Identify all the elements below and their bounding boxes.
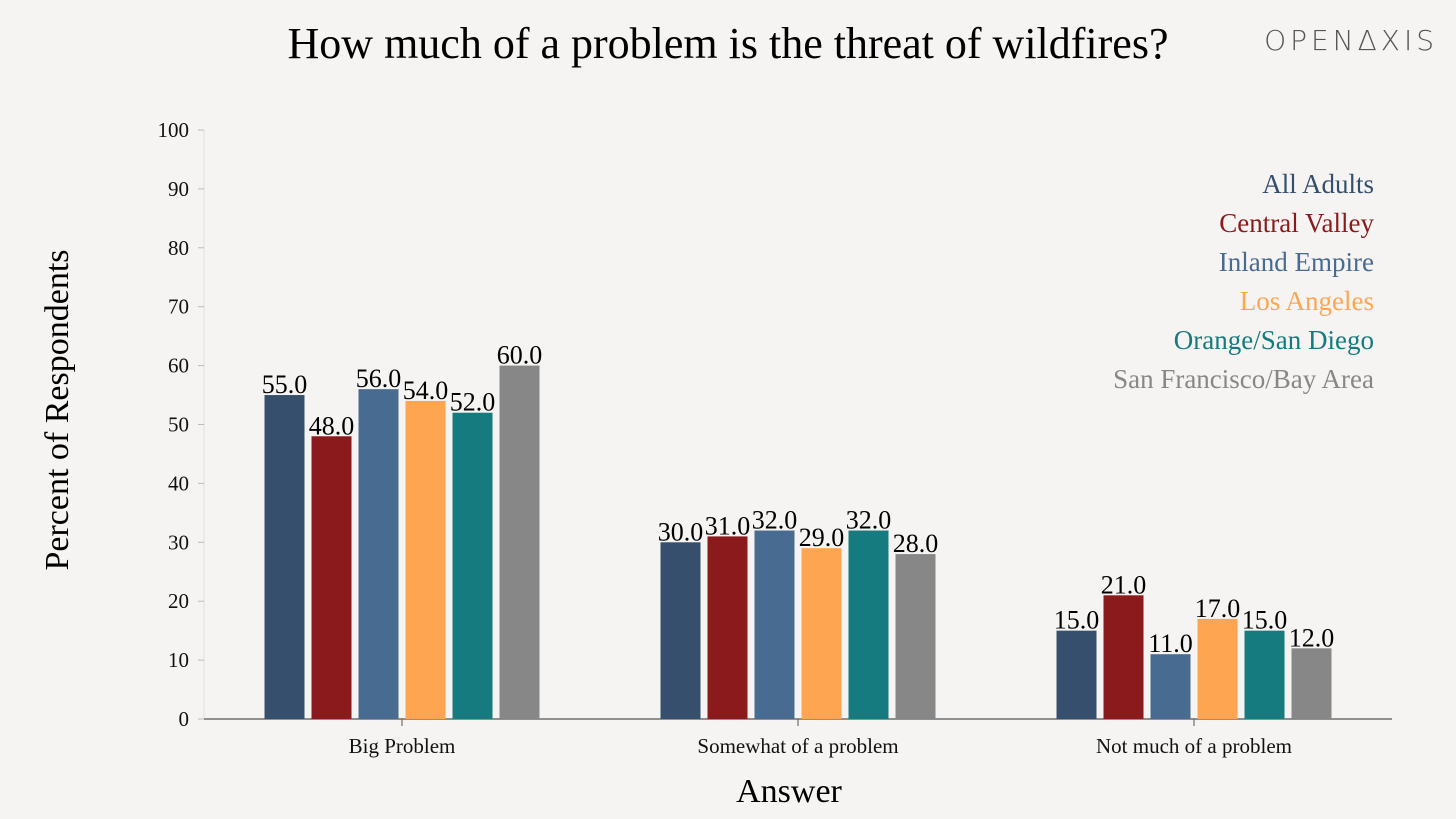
bar xyxy=(754,530,795,719)
bar xyxy=(1197,618,1238,719)
y-tick-label: 10 xyxy=(168,648,189,672)
bar xyxy=(848,530,889,719)
bar xyxy=(1103,595,1144,719)
y-tick-label: 30 xyxy=(168,530,189,554)
bar xyxy=(1150,654,1191,719)
legend-entry: Orange/San Diego xyxy=(1174,325,1374,355)
data-label: 28.0 xyxy=(893,529,939,558)
data-label: 30.0 xyxy=(658,517,704,546)
bars-group xyxy=(264,365,1332,719)
bar xyxy=(264,395,305,719)
y-tick-label: 60 xyxy=(168,354,189,378)
brand-logo: OPENΔXIS xyxy=(1264,24,1438,57)
y-tick-label: 100 xyxy=(158,118,190,142)
data-label: 11.0 xyxy=(1148,629,1193,658)
legend-entry: Los Angeles xyxy=(1240,286,1374,316)
data-label: 48.0 xyxy=(309,411,355,440)
bar xyxy=(405,400,446,719)
data-label: 29.0 xyxy=(799,523,845,552)
chart-title: How much of a problem is the threat of w… xyxy=(287,19,1169,68)
data-label: 12.0 xyxy=(1289,623,1335,652)
y-axis-title: Percent of Respondents xyxy=(39,249,76,570)
y-tick-label: 80 xyxy=(168,236,189,260)
bar xyxy=(660,542,701,719)
data-labels-group: 55.048.056.0 54.0 52.060.030.0 31.0 32.029.0… xyxy=(262,341,1335,659)
y-tick-label: 70 xyxy=(168,295,189,319)
data-label: 31.0 xyxy=(705,511,751,540)
data-label: 21.0 xyxy=(1101,570,1147,599)
bar xyxy=(1291,648,1332,719)
data-label: 15.0 xyxy=(1242,606,1288,635)
y-tick-label: 20 xyxy=(168,589,189,613)
data-label: 52.0 xyxy=(450,388,496,417)
x-axis: Big Problem Somewhat of a problem Not much… xyxy=(204,718,1392,758)
legend-entry: San Francisco/Bay Area xyxy=(1113,364,1374,394)
bar xyxy=(452,412,493,719)
bar xyxy=(311,436,352,719)
bar xyxy=(499,365,540,719)
legend-entry: Central Valley xyxy=(1219,208,1374,238)
x-axis-title: Answer xyxy=(736,773,842,810)
data-label: 55.0 xyxy=(262,370,308,399)
data-label: 17.0 xyxy=(1195,594,1241,623)
bar xyxy=(895,554,936,719)
data-label: 54.0 xyxy=(403,376,449,405)
legend: All Adults Central Valley Inland Empire Los… xyxy=(1113,169,1374,394)
bar xyxy=(707,536,748,719)
bar xyxy=(358,389,399,719)
legend-entry: Inland Empire xyxy=(1219,247,1374,277)
bar xyxy=(1056,630,1097,719)
x-tick-label: Big Problem xyxy=(349,734,456,758)
bar xyxy=(801,548,842,719)
x-tick-label: Somewhat of a problem xyxy=(697,734,898,758)
data-label: 60.0 xyxy=(497,341,543,370)
bar xyxy=(1244,630,1285,719)
y-tick-label: 40 xyxy=(168,471,189,495)
legend-entry: All Adults xyxy=(1262,169,1374,199)
y-axis: 0 10 20 30 40 50 60 70 80 90 100 xyxy=(158,118,205,731)
x-tick-label: Not much of a problem xyxy=(1096,734,1292,758)
y-tick-label: 50 xyxy=(168,413,189,437)
data-label: 32.0 xyxy=(846,506,892,535)
data-label: 32.0 xyxy=(752,506,798,535)
y-tick-label: 0 xyxy=(179,707,190,731)
y-tick-label: 90 xyxy=(168,177,189,201)
data-label: 15.0 xyxy=(1054,606,1100,635)
data-label: 56.0 xyxy=(356,364,402,393)
